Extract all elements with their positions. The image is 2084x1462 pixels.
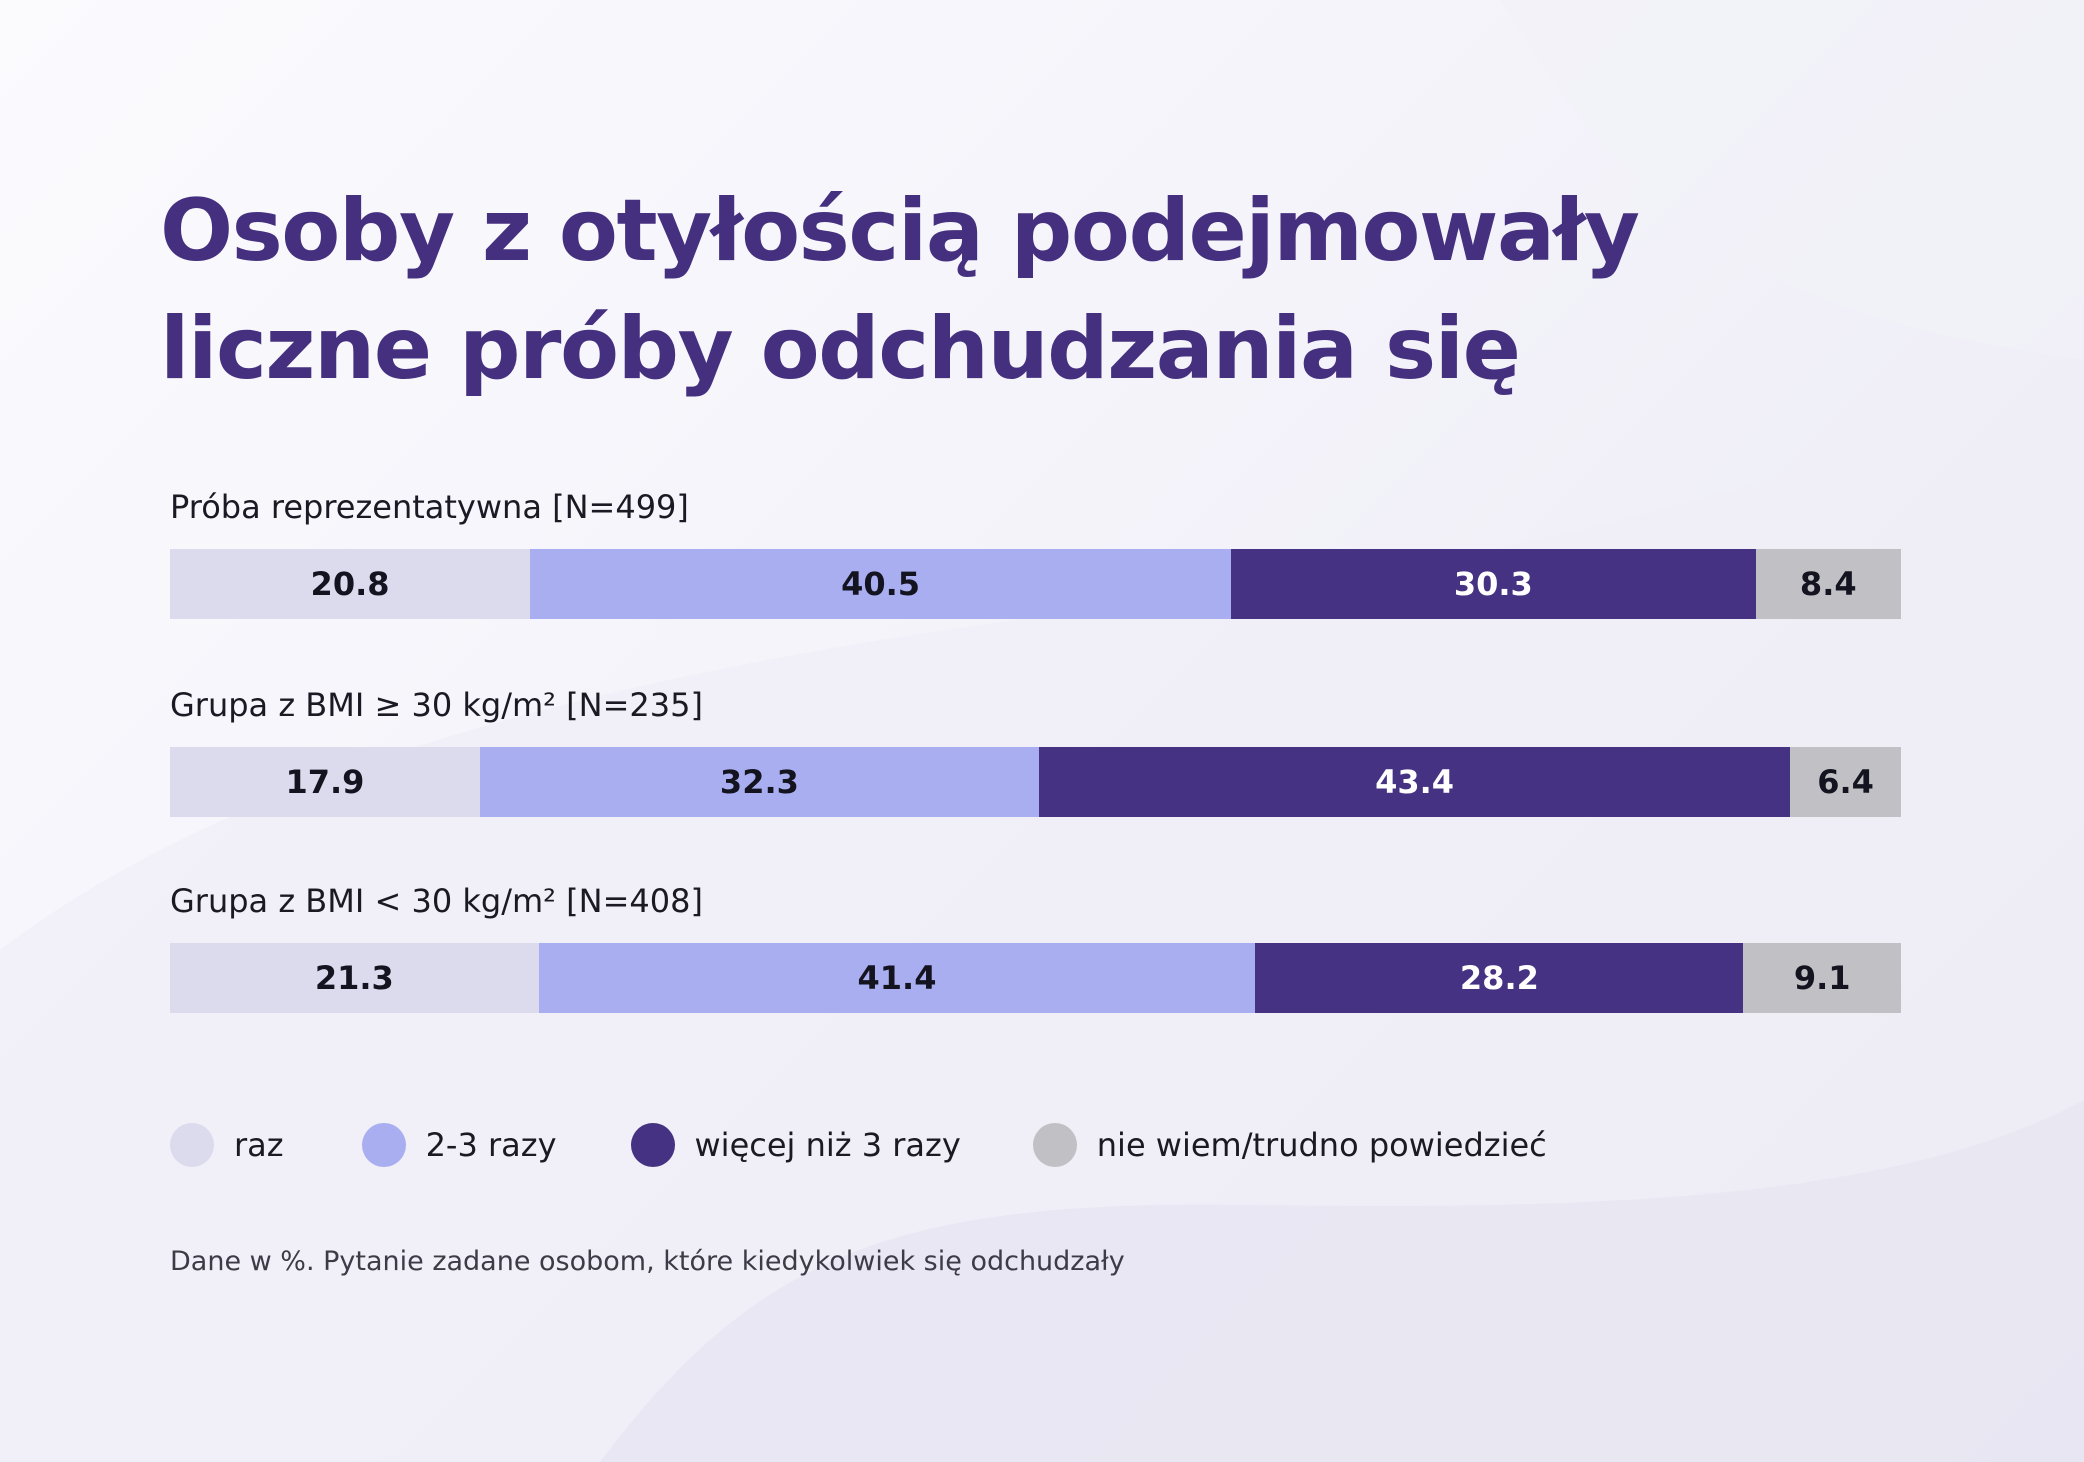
legend-swatch [170,1123,214,1167]
data-label: 8.4 [1799,565,1857,603]
bar-row-2: 17.9 32.3 43.4 6.4 [170,747,1901,817]
legend-swatch [361,1123,406,1167]
data-label: 9.1 [1793,959,1851,997]
bar-segment-3-3: 28.2 [1255,943,1744,1013]
group-label-3: Grupa z BMI < 30 kg/m² [N=408] [170,882,703,920]
bar-segment-1-4: 8.4 [1755,549,1901,619]
data-label: 40.5 [841,565,921,603]
data-label: 21.3 [314,959,394,997]
data-label: 41.4 [857,959,937,997]
bar-segment-1-2: 40.5 [530,549,1232,619]
legend-label: więcej niż 3 razy [694,1126,961,1164]
data-label: 6.4 [1817,763,1874,801]
data-label: 28.2 [1459,959,1539,997]
bar-segment-2-2: 32.3 [479,747,1039,817]
legend-label: raz [234,1126,284,1164]
bar-segment-1-1: 20.8 [170,549,531,619]
bar-segment-2-4: 6.4 [1790,747,1901,817]
legend-swatch [1032,1123,1077,1167]
legend-item-1: raz [170,1123,284,1167]
bar-row-1: 20.8 40.5 30.3 8.4 [170,549,1901,619]
legend-swatch [630,1123,675,1167]
data-label: 17.9 [285,763,365,801]
legend-item-4: nie wiem/trudno powiedzieć [1032,1123,1547,1167]
bar-segment-3-1: 21.3 [170,943,539,1013]
legend-item-2: 2-3 razy [361,1123,557,1167]
data-label: 43.4 [1375,763,1455,801]
bar-segment-1-3: 30.3 [1231,549,1756,619]
chart-title: Osoby z otyłością podejmowały liczne pró… [160,172,1910,408]
group-label-2: Grupa z BMI ≥ 30 kg/m² [N=235] [170,686,703,724]
bar-segment-2-1: 17.9 [170,747,480,817]
legend-item-3: więcej niż 3 razy [630,1123,961,1167]
chart-title-line-1: Osoby z otyłością podejmowały [160,181,1640,281]
chart-title-line-2: liczne próby odchudzania się [160,299,1521,399]
bar-row-3: 21.3 41.4 28.2 9.1 [170,943,1901,1013]
group-label-1: Próba reprezentatywna [N=499] [170,488,689,526]
bar-segment-2-3: 43.4 [1038,747,1791,817]
legend: raz 2-3 razy więcej niż 3 razy nie wiem/tru… [170,1120,1547,1170]
footnote: Dane w %. Pytanie zadane osobom, które k… [170,1246,1125,1277]
data-label: 20.8 [310,565,390,603]
legend-label: nie wiem/trudno powiedzieć [1096,1126,1547,1164]
legend-label: 2-3 razy [425,1126,557,1164]
data-label: 32.3 [719,763,799,801]
bar-segment-3-2: 41.4 [538,943,1256,1013]
bar-segment-3-4: 9.1 [1743,943,1901,1013]
data-label: 30.3 [1453,565,1533,603]
